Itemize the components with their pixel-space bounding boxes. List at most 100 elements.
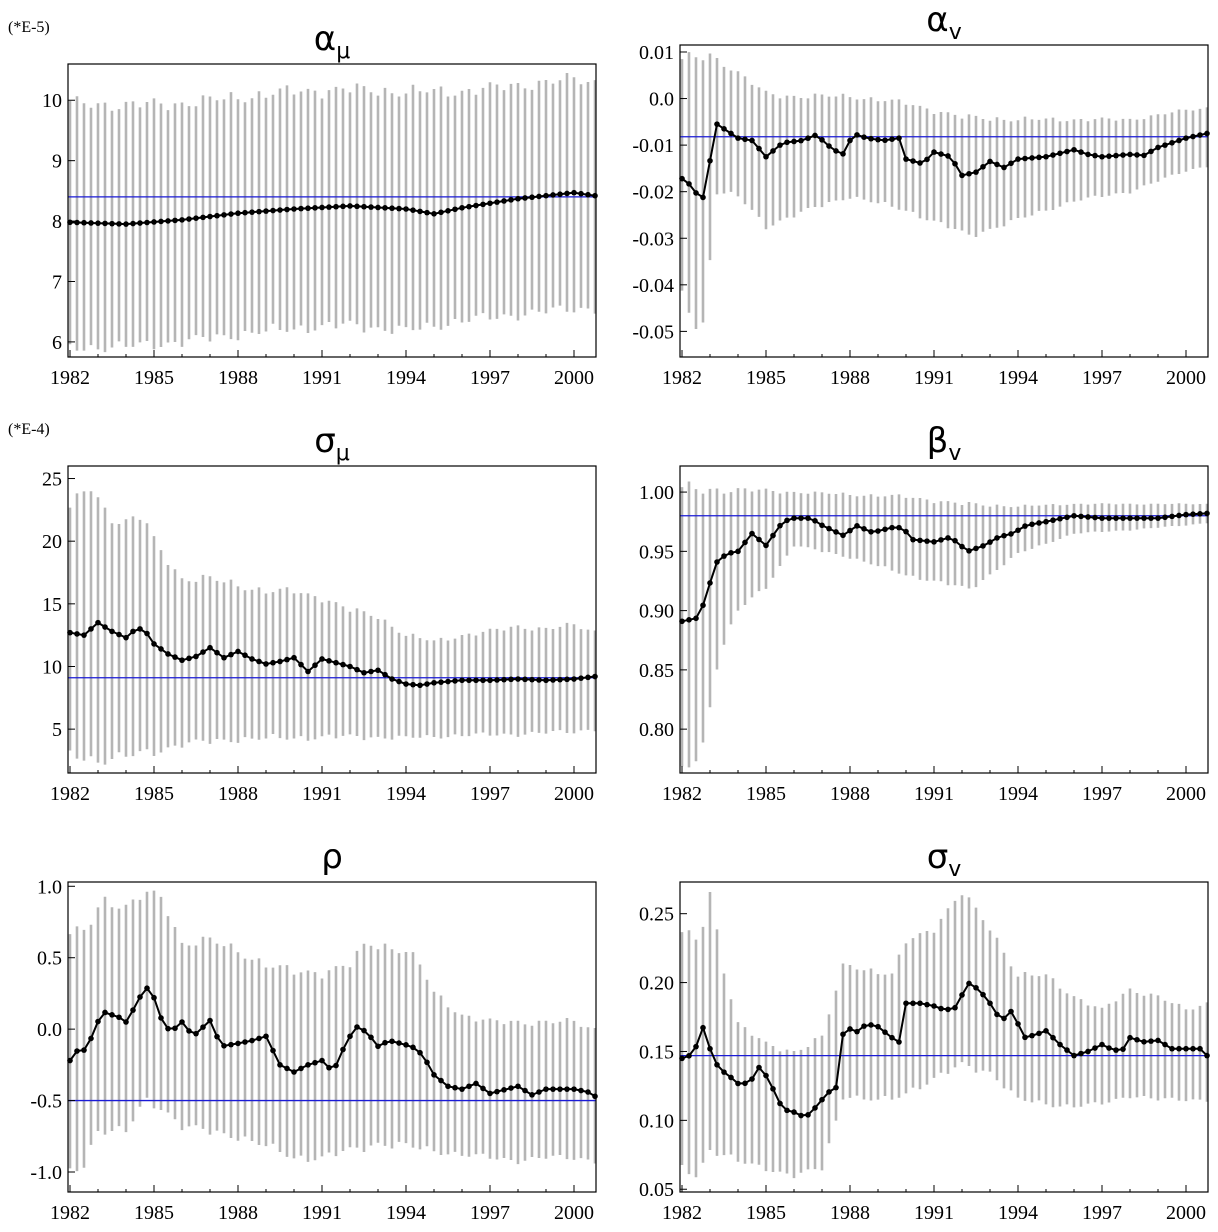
estimate-point	[515, 1083, 521, 1090]
estimate-point	[756, 145, 762, 152]
estimate-point	[396, 678, 402, 685]
estimate-point	[1197, 132, 1203, 138]
y-tick-label: 9	[52, 151, 62, 173]
estimate-point	[235, 648, 241, 655]
estimate-point	[1134, 515, 1140, 521]
estimate-point	[742, 136, 748, 143]
uncertainty-bands	[68, 890, 597, 1172]
estimate-point	[770, 532, 776, 539]
estimate-point	[1176, 137, 1182, 144]
estimate-point	[242, 652, 248, 659]
estimate-point	[861, 1023, 867, 1029]
estimate-point	[987, 539, 993, 545]
estimate-point	[973, 984, 979, 991]
estimate-point	[875, 1023, 881, 1030]
estimate-point	[375, 1043, 381, 1050]
estimate-point	[319, 1057, 325, 1064]
title-symbol: α	[926, 0, 948, 40]
estimate-point	[284, 1065, 290, 1072]
estimate-point	[74, 1048, 80, 1054]
estimate-point	[1099, 1041, 1105, 1048]
estimate-point	[123, 1019, 129, 1025]
panel-beta_v: βv 1.00 0.95 0.90 0.85 0.80 1982 1985 1988 1991 19…	[639, 421, 1210, 805]
estimate-point	[417, 682, 423, 689]
estimate-point	[735, 1080, 741, 1087]
estimate-point	[903, 1000, 909, 1007]
uncertainty-bands	[680, 481, 1209, 768]
estimate-point	[263, 208, 269, 214]
estimate-point	[1190, 511, 1196, 518]
estimate-point	[214, 649, 220, 656]
estimate-point	[1127, 515, 1133, 521]
estimate-point	[242, 1039, 248, 1045]
estimate-point	[1113, 1047, 1119, 1053]
y-tick-label: 7	[52, 271, 62, 293]
estimate-point	[1092, 514, 1098, 521]
estimate-point	[431, 1072, 437, 1078]
estimate-point	[770, 148, 776, 154]
estimate-point	[707, 157, 713, 164]
estimate-point	[714, 121, 720, 127]
estimate-point	[256, 1035, 262, 1042]
estimate-point	[896, 135, 902, 141]
estimate-point	[305, 1062, 311, 1068]
estimate-point	[812, 1105, 818, 1111]
estimate-point	[172, 217, 178, 224]
estimate-point	[812, 132, 818, 139]
estimate-point	[917, 537, 923, 544]
y-tick-label: 6	[52, 332, 62, 354]
estimate-point	[896, 1039, 902, 1045]
estimate-point	[249, 209, 255, 215]
estimate-point	[452, 678, 458, 684]
y-tick-label: 1.00	[639, 482, 674, 504]
estimate-point	[931, 539, 937, 545]
estimate-point	[487, 200, 493, 207]
estimate-point	[368, 204, 374, 210]
estimate-point	[193, 215, 199, 222]
estimate-point	[693, 1043, 699, 1050]
x-tick-label: 1988	[218, 1202, 258, 1224]
estimate-point	[1183, 511, 1189, 518]
estimate-line	[681, 982, 1208, 1117]
estimate-point	[473, 677, 479, 684]
plot-frame	[679, 881, 1209, 1193]
estimate-point	[452, 1084, 458, 1091]
estimate-point	[109, 1012, 115, 1018]
estimate-point	[284, 656, 290, 663]
estimate-point	[903, 528, 909, 535]
estimate-point	[522, 1087, 528, 1094]
estimate-point	[158, 646, 164, 652]
estimate-point	[557, 1086, 563, 1092]
estimate-point	[571, 676, 577, 682]
estimate-point	[791, 515, 797, 521]
estimate-point	[896, 524, 902, 531]
estimate-point	[861, 134, 867, 141]
estimate-point	[1071, 146, 1077, 153]
y-tick-label: 0.0	[37, 1019, 62, 1041]
x-tick-label: 1997	[470, 783, 510, 805]
estimate-point	[179, 217, 185, 223]
estimate-point	[854, 132, 860, 138]
estimate-point	[819, 137, 825, 143]
panel-title: ρ	[321, 837, 343, 877]
estimate-point	[1050, 517, 1056, 524]
y-tick-label: 0.80	[639, 719, 674, 741]
estimate-point	[291, 206, 297, 212]
y-tick-label: 0.90	[639, 601, 674, 623]
y-tick-label: 0.15	[639, 1041, 674, 1063]
estimate-point	[186, 655, 192, 662]
estimate-point	[403, 1042, 409, 1048]
estimate-point	[882, 526, 888, 533]
estimate-point	[973, 169, 979, 175]
estimate-point	[1169, 513, 1175, 520]
estimate-point	[438, 1077, 444, 1084]
estimate-point	[137, 994, 143, 1000]
estimate-point	[1127, 151, 1133, 158]
estimate-point	[151, 219, 157, 225]
estimate-point	[1022, 1034, 1028, 1041]
estimate-point	[333, 659, 339, 666]
estimate-point	[1015, 527, 1021, 534]
estimate-line	[69, 986, 596, 1098]
estimate-point	[1092, 1045, 1098, 1051]
estimate-point	[109, 628, 115, 635]
